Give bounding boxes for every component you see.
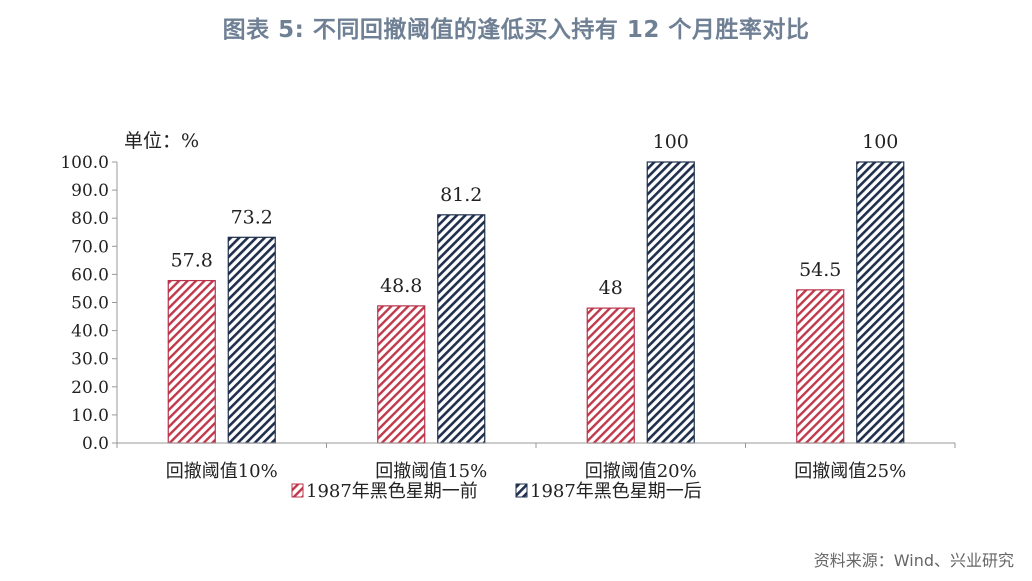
bar-series2-1 xyxy=(227,236,276,444)
legend: 1987年黑色星期一前 1987年黑色星期一后 xyxy=(291,481,702,502)
y-tick-label: 70.0 xyxy=(71,237,109,257)
bars-group: 57.8 48.8 48 54.5 73.2 81.2 100 100 xyxy=(167,131,905,444)
bar-series2-4 xyxy=(856,161,905,444)
data-label: 54.5 xyxy=(799,259,841,281)
y-tick-label: 0.0 xyxy=(82,434,109,454)
x-tick-label: 回撤阈值25% xyxy=(794,461,906,482)
x-axis: 回撤阈值10% 回撤阈值15% 回撤阈值20% 回撤阈值25% xyxy=(116,442,956,482)
data-label: 100 xyxy=(653,131,689,153)
legend-label: 1987年黑色星期一后 xyxy=(530,481,702,502)
source-note: 资料来源：Wind、兴业研究 xyxy=(813,551,1014,570)
bar-series1-4 xyxy=(796,289,845,444)
data-label: 57.8 xyxy=(171,250,213,272)
y-tick-label: 90.0 xyxy=(71,181,109,201)
data-label: 100 xyxy=(862,131,898,153)
y-tick-label: 40.0 xyxy=(71,322,109,342)
y-tick-label: 50.0 xyxy=(71,294,109,314)
y-tick-label: 20.0 xyxy=(71,378,109,398)
y-tick-label: 80.0 xyxy=(71,209,109,229)
y-axis: 0.0 10.0 20.0 30.0 40.0 50.0 60.0 70.0 80.0 90.0 1… xyxy=(60,153,118,454)
y-tick-label: 100.0 xyxy=(60,153,109,173)
legend-swatch xyxy=(291,483,304,498)
chart-title: 图表 5: 不同回撤阈值的逢低买入持有 12 个月胜率对比 xyxy=(222,17,810,43)
data-label: 81.2 xyxy=(440,184,482,206)
y-tick-label: 60.0 xyxy=(71,265,109,285)
bar-series1-1 xyxy=(167,279,216,444)
data-label: 48 xyxy=(599,277,623,299)
bar-series1-3 xyxy=(586,307,635,444)
y-tick-label: 30.0 xyxy=(71,350,109,370)
x-tick-label: 回撤阈值20% xyxy=(585,461,697,482)
y-tick-label: 10.0 xyxy=(71,406,109,426)
bar-series2-2 xyxy=(437,214,486,444)
bar-series2-3 xyxy=(646,161,695,444)
legend-label: 1987年黑色星期一前 xyxy=(306,481,478,502)
bar-chart: 单位：% 0.0 10.0 20.0 30.0 40.0 50.0 60.0 70.0 80.0… xyxy=(60,130,956,502)
unit-label: 单位：% xyxy=(124,130,199,152)
legend-swatch xyxy=(515,483,528,498)
x-tick-label: 回撤阈值15% xyxy=(375,461,487,482)
data-label: 73.2 xyxy=(231,206,273,228)
x-tick-label: 回撤阈值10% xyxy=(166,461,278,482)
data-label: 48.8 xyxy=(380,275,422,297)
bar-series1-2 xyxy=(377,305,426,444)
